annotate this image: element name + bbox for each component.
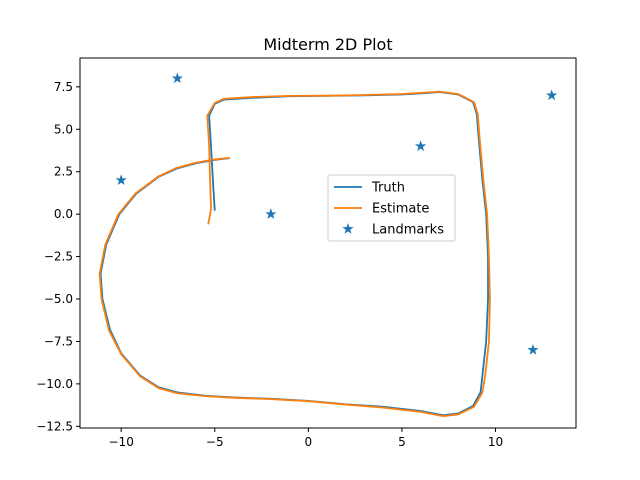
landmark-point	[115, 174, 127, 185]
legend-box	[327, 174, 456, 242]
x-tick-label: 0	[305, 435, 313, 449]
y-tick-label: −12.5	[36, 419, 73, 433]
landmark-point	[415, 140, 427, 152]
y-tick-label: 0.0	[54, 207, 73, 221]
landmark-point	[265, 208, 277, 219]
y-tick-label: 5.0	[54, 122, 73, 136]
legend-label-estimate: Estimate	[372, 202, 429, 217]
y-axis: 7.5 5.0 2.5 0.0 −2.5 −5.0 −7.5 −10.0 −12.5	[36, 80, 80, 433]
x-axis: −10 −5 0 5 10	[109, 428, 503, 449]
legend-swatch-landmarks	[342, 223, 354, 234]
y-tick-label: −7.5	[44, 334, 73, 348]
plot-frame	[79, 57, 577, 429]
x-tick-label: 5	[398, 435, 406, 449]
series-line-estimate	[98, 90, 491, 418]
x-tick-label: 10	[488, 435, 503, 449]
y-tick-label: −2.5	[44, 250, 73, 264]
legend-label-truth: Truth	[371, 181, 405, 196]
x-tick-label: −5	[206, 435, 224, 449]
chart-title: Midterm 2D Plot	[263, 35, 392, 54]
y-tick-label: 2.5	[54, 165, 73, 179]
landmark-point	[171, 72, 183, 84]
series-layer	[98, 72, 558, 418]
y-tick-label: −5.0	[44, 292, 73, 306]
legend: Truth Estimate Landmarks	[327, 174, 456, 242]
series-line-truth	[99, 91, 489, 417]
y-tick-label: −10.0	[36, 377, 73, 391]
legend-label-landmarks: Landmarks	[372, 223, 444, 238]
x-tick-label: −10	[109, 435, 134, 449]
y-tick-label: 7.5	[54, 80, 73, 94]
landmark-point	[546, 89, 558, 101]
landmark-point	[527, 344, 539, 355]
